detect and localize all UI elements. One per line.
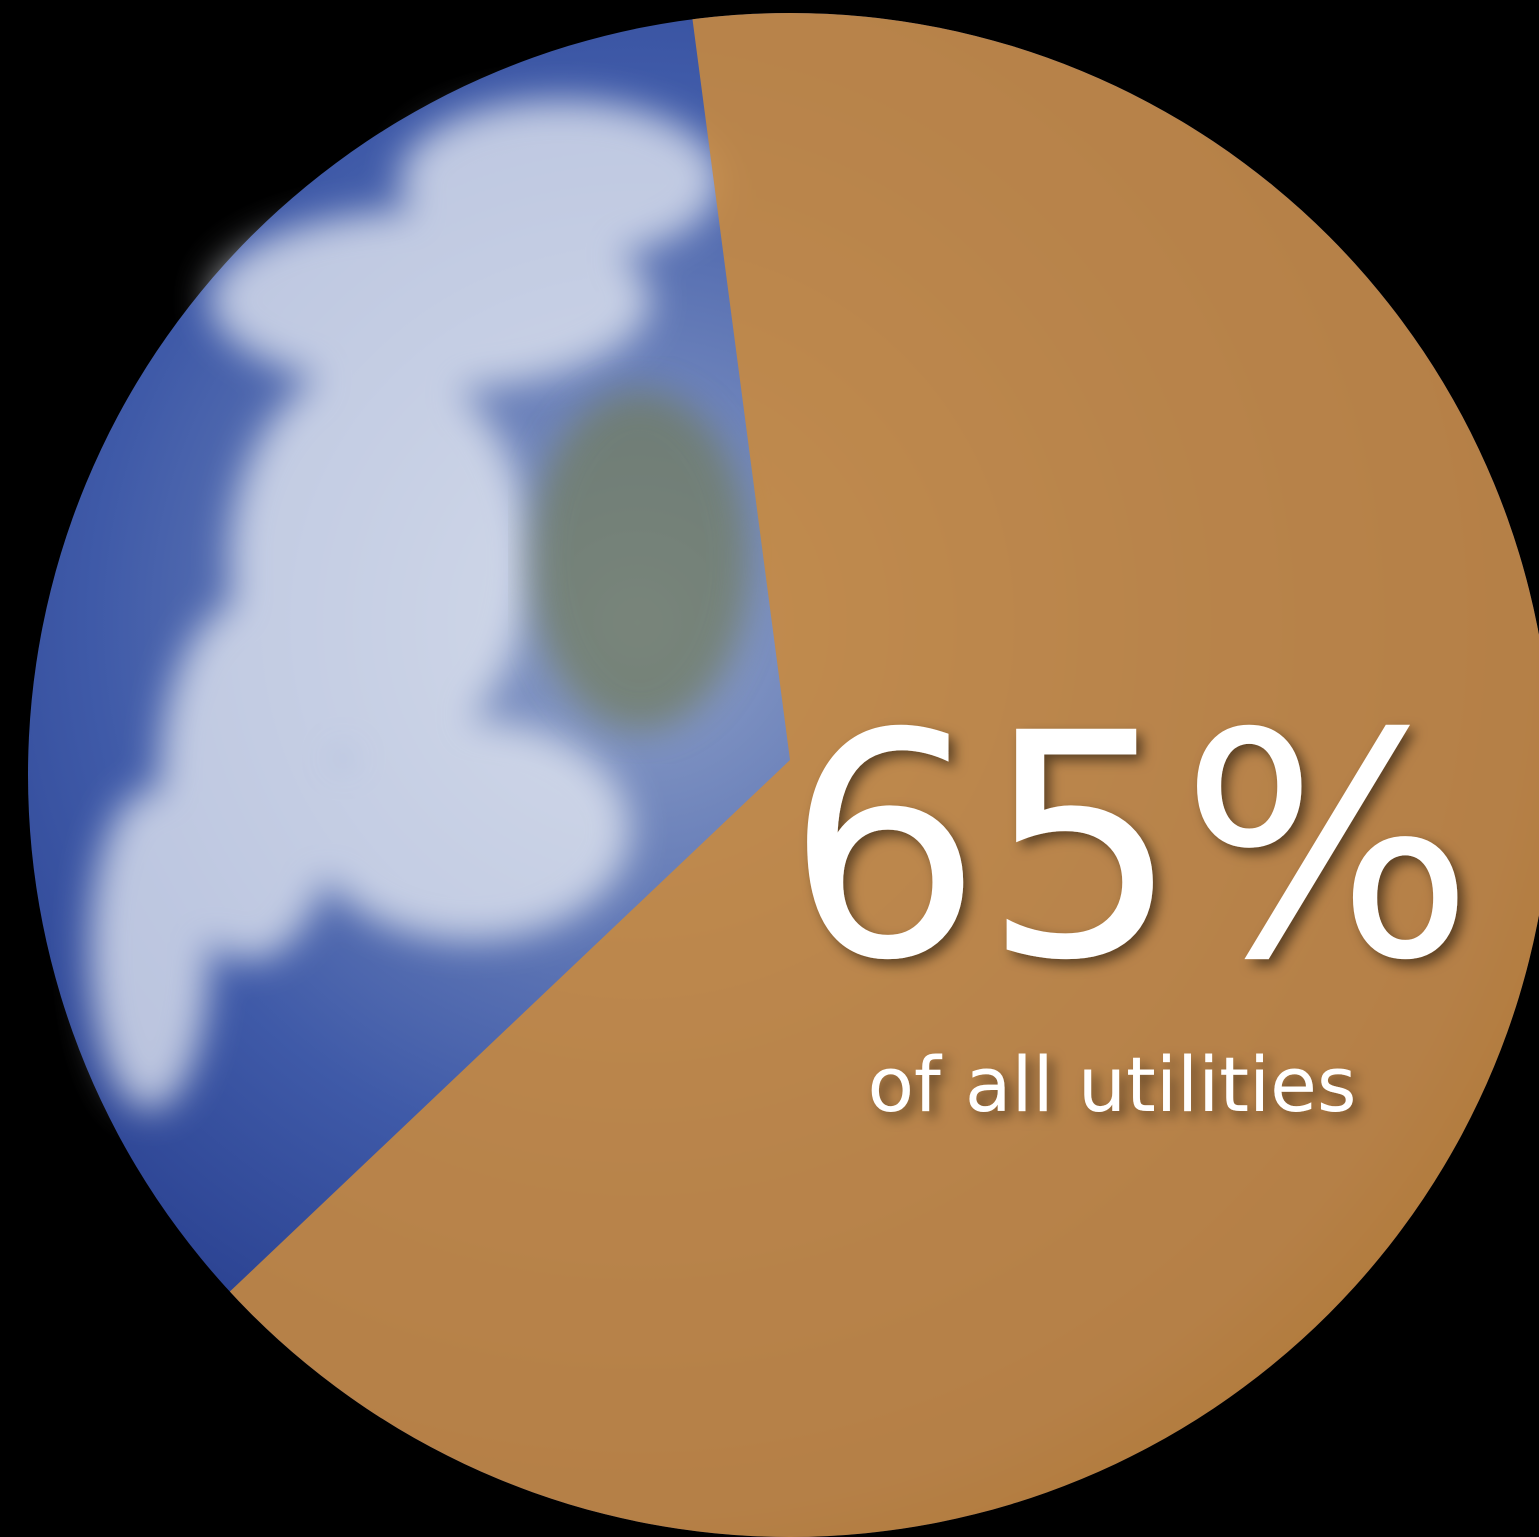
annotation: of all utilities <box>868 1040 1357 1129</box>
pie-slice <box>209 13 1539 1537</box>
clouds <box>90 100 720 1110</box>
value-label: 65% <box>785 668 1474 1029</box>
pie <box>209 13 1539 1537</box>
land <box>530 390 750 730</box>
